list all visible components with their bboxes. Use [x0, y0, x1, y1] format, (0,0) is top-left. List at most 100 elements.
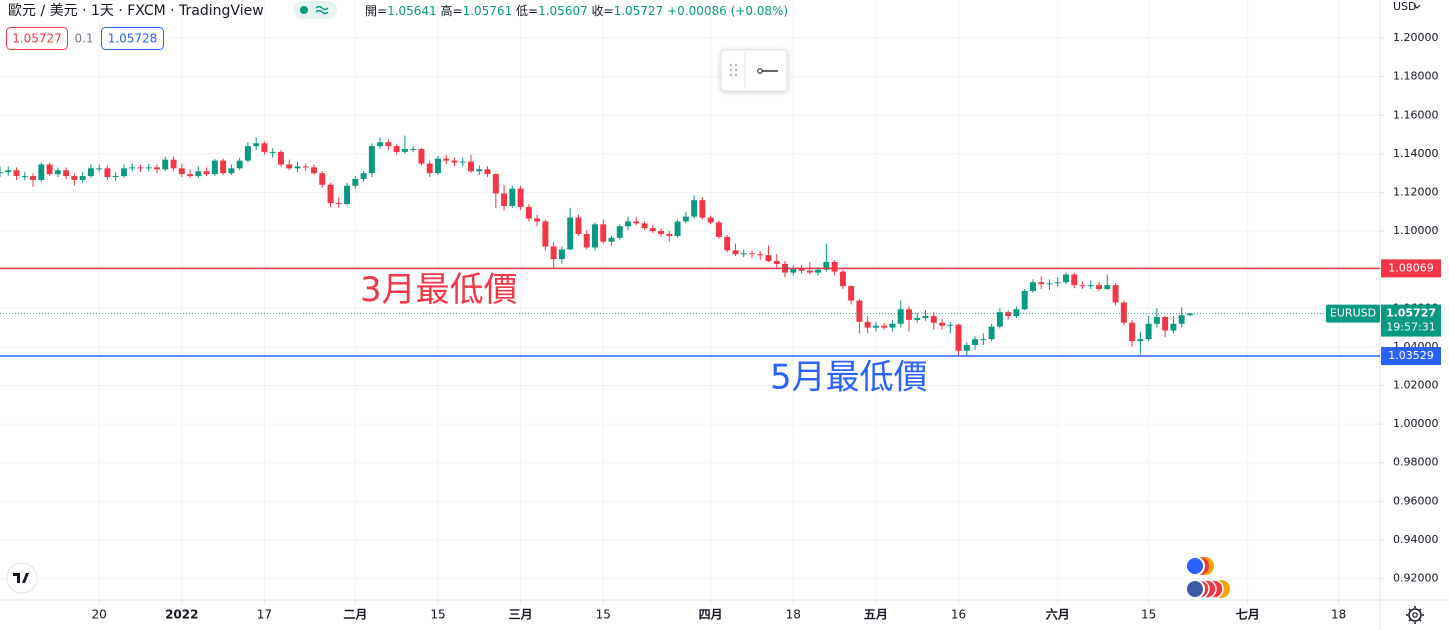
- candle-body: [1021, 290, 1028, 310]
- status-pill[interactable]: [293, 1, 337, 19]
- candle-body: [641, 223, 648, 229]
- ohlc-legend: 開=1.05641 高=1.05761 低=1.05607 收=1.05727 …: [365, 3, 788, 18]
- low-label: 低=: [516, 4, 538, 18]
- candle-body: [253, 143, 260, 147]
- level-price-label: 1.03529: [1388, 349, 1434, 362]
- countdown-label: 19:57:31: [1386, 321, 1435, 334]
- candle-body: [294, 166, 301, 169]
- x-tick-label: 15: [596, 608, 611, 622]
- candle-body: [608, 237, 615, 242]
- candle-body: [1071, 274, 1078, 286]
- close-value: 1.05727: [614, 4, 664, 18]
- y-tick-label: 1.16000: [1393, 108, 1439, 121]
- candle-body: [335, 203, 342, 205]
- candle-body: [583, 233, 590, 248]
- candle-body: [319, 173, 326, 185]
- candle-body: [484, 169, 491, 175]
- candle-body: [707, 217, 714, 223]
- last-price-box: [1381, 304, 1441, 337]
- candle-body: [1162, 316, 1169, 331]
- tv-logo[interactable]: [6, 562, 38, 594]
- candle-body: [856, 300, 863, 322]
- candle-body: [1137, 339, 1144, 342]
- x-tick-label: 四月: [699, 608, 723, 622]
- x-tick-label: 18: [786, 608, 801, 622]
- y-tick-label: 0.96000: [1393, 494, 1439, 507]
- candle-body: [393, 146, 400, 152]
- candle-body: [790, 268, 797, 273]
- candle-body: [1096, 285, 1103, 289]
- x-tick-label: 七月: [1236, 608, 1260, 622]
- candle-body: [963, 344, 970, 351]
- low-value: 1.05607: [538, 4, 588, 18]
- candle-body: [79, 176, 86, 180]
- candle-body: [674, 221, 681, 236]
- candle-body: [0, 172, 3, 174]
- candle-body: [87, 168, 94, 177]
- candle-body: [947, 324, 954, 326]
- candle-body: [344, 185, 351, 205]
- candle-body: [839, 271, 846, 287]
- y-tick-label: 1.12000: [1393, 185, 1439, 198]
- candle-body: [1153, 316, 1160, 324]
- candle-body: [864, 321, 871, 328]
- candle-body: [426, 163, 433, 174]
- level-price-label: 1.08069: [1388, 261, 1434, 274]
- currency[interactable]: USD: [1393, 0, 1417, 13]
- candle-body: [509, 188, 516, 206]
- candle-body: [1054, 282, 1061, 284]
- candle-body: [418, 149, 425, 164]
- candle-body: [567, 217, 574, 250]
- x-tick-label: 六月: [1046, 607, 1070, 622]
- drag-handle[interactable]: [729, 63, 738, 77]
- floating-toolbar: [720, 49, 788, 92]
- candle-body: [939, 322, 946, 326]
- candle-body: [385, 142, 392, 147]
- candle-body: [46, 164, 53, 175]
- candle-body: [5, 170, 12, 173]
- candle-body: [401, 149, 408, 152]
- candle-body: [269, 151, 276, 153]
- candle-body: [476, 169, 483, 172]
- candle-body: [104, 168, 111, 178]
- candle-body: [914, 317, 921, 320]
- settings-gear[interactable]: [1406, 606, 1424, 624]
- candle-body: [732, 250, 739, 255]
- candle-body: [54, 170, 61, 175]
- candle-body: [38, 164, 45, 180]
- y-tick-label: 0.92000: [1393, 572, 1439, 585]
- market-open-dot: [300, 6, 308, 14]
- candle-body: [203, 171, 210, 175]
- candle-body: [1079, 285, 1086, 287]
- candle-body: [501, 193, 508, 206]
- level-annotation: 5月最低價: [770, 358, 928, 398]
- candle-body: [459, 161, 466, 163]
- candle-body: [410, 149, 417, 151]
- sell-box[interactable]: [6, 27, 68, 50]
- candle-body: [666, 233, 673, 236]
- candle-body: [154, 167, 160, 170]
- candle-body: [848, 286, 855, 301]
- buy-box[interactable]: [101, 27, 164, 50]
- plot: [0, 135, 1193, 357]
- candle-body: [1046, 283, 1053, 285]
- event-icons[interactable]: [1185, 556, 1230, 599]
- x-tick-label: 20: [92, 608, 107, 622]
- candle-body: [96, 168, 103, 170]
- x-tick-label: 15: [430, 608, 445, 622]
- candle-body: [575, 217, 582, 234]
- tv-logo-mark: [13, 573, 29, 583]
- candle-body: [988, 326, 995, 340]
- y-tick-label: 1.10000: [1393, 224, 1439, 237]
- symbol-title[interactable]: 歐元 / 美元 · 1天 · FXCM · TradingView: [8, 3, 264, 19]
- x-tick-label: 二月: [343, 608, 367, 622]
- candle-body: [220, 160, 227, 174]
- candle-body: [980, 339, 987, 341]
- candle-body: [360, 173, 367, 179]
- candle-body: [170, 159, 177, 169]
- candle-body: [930, 316, 937, 323]
- candle-body: [831, 261, 838, 272]
- candle-body: [1029, 282, 1036, 291]
- candle-body: [658, 231, 665, 234]
- x-tick-label: 18: [1331, 608, 1346, 622]
